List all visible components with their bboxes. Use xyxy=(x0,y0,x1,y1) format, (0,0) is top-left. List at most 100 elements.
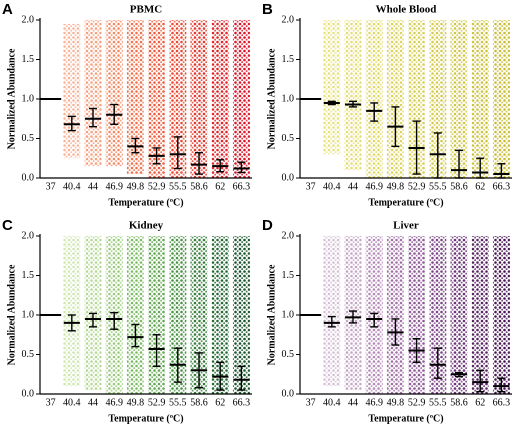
x-tick-label: 44 xyxy=(348,181,358,192)
point-cloud xyxy=(190,236,208,394)
y-tick-label: 1.5 xyxy=(22,270,35,281)
x-tick-label: 37 xyxy=(306,181,316,192)
point-cloud xyxy=(471,236,489,394)
x-tick-label: 58.6 xyxy=(450,181,468,192)
y-tick-label: 0.5 xyxy=(22,133,35,144)
panel: B Whole Blood Normalized Abundance Temperat… xyxy=(262,1,512,208)
x-tick-label: 66.3 xyxy=(233,181,251,192)
x-tick-label: 40.4 xyxy=(323,181,341,192)
x-tick-label: 62 xyxy=(475,397,485,408)
y-tick-label: 0.0 xyxy=(22,388,35,399)
point-cloud xyxy=(211,236,229,394)
y-tick-label: 0.5 xyxy=(22,349,35,360)
x-tick-label: 46.9 xyxy=(105,181,123,192)
x-tick-label: 52.9 xyxy=(408,181,426,192)
y-axis-label: Normalized Abundance xyxy=(6,48,17,149)
point-cloud xyxy=(126,236,144,394)
y-tick-label: 1.0 xyxy=(282,93,295,104)
point-cloud xyxy=(429,20,447,178)
point-cloud xyxy=(492,20,510,178)
point-cloud xyxy=(323,236,341,387)
panel: A PBMC Normalized Abundance Temperature (ºC… xyxy=(2,1,252,208)
x-tick-label: 62 xyxy=(475,181,485,192)
point-cloud xyxy=(63,23,81,159)
y-tick-label: 1.5 xyxy=(282,54,295,65)
x-tick-label: 40.4 xyxy=(63,181,81,192)
point-cloud xyxy=(386,20,404,178)
y-tick-label: 0.5 xyxy=(282,133,295,144)
y-tick-label: 2.0 xyxy=(22,230,35,241)
x-tick-label: 58.6 xyxy=(190,397,208,408)
point-cloud xyxy=(450,236,468,394)
point-cloud xyxy=(63,236,81,387)
y-axis-label: Normalized Abundance xyxy=(266,48,277,149)
x-tick-label: 49.8 xyxy=(387,397,405,408)
x-tick-label: 40.4 xyxy=(323,397,341,408)
x-tick-label: 52.9 xyxy=(148,397,166,408)
x-tick-label: 46.9 xyxy=(365,397,383,408)
x-tick-label: 55.5 xyxy=(429,397,447,408)
point-cloud xyxy=(386,236,404,394)
point-cloud xyxy=(148,236,166,394)
point-cloud xyxy=(232,20,250,178)
point-cloud xyxy=(408,236,426,394)
point-cloud xyxy=(365,20,383,178)
panel-title: Liver xyxy=(393,220,419,232)
x-tick-label: 58.6 xyxy=(450,397,468,408)
y-axis-label: Normalized Abundance xyxy=(266,264,277,365)
x-axis-label: Temperature (ºC) xyxy=(108,413,183,424)
panel-title: Whole Blood xyxy=(376,4,437,16)
x-tick-label: 44 xyxy=(88,181,98,192)
x-tick-label: 52.9 xyxy=(408,397,426,408)
point-cloud xyxy=(169,236,187,394)
y-axis-label: Normalized Abundance xyxy=(6,264,17,365)
x-tick-label: 46.9 xyxy=(105,397,123,408)
x-tick-label: 49.8 xyxy=(127,397,145,408)
panel-letter: C xyxy=(2,217,13,234)
panel: C Kidney Normalized Abundance Temperature (… xyxy=(2,217,252,424)
point-cloud xyxy=(232,236,250,394)
y-tick-label: 2.0 xyxy=(282,230,295,241)
point-cloud xyxy=(105,20,123,167)
panel-letter: D xyxy=(262,217,273,234)
x-tick-label: 66.3 xyxy=(493,181,511,192)
point-cloud xyxy=(492,236,510,394)
x-tick-label: 66.3 xyxy=(233,397,251,408)
x-tick-label: 37 xyxy=(46,181,56,192)
x-tick-label: 55.5 xyxy=(169,181,187,192)
point-cloud xyxy=(126,20,144,175)
point-cloud xyxy=(471,20,489,178)
y-tick-label: 0.0 xyxy=(282,388,295,399)
panel-title: Kidney xyxy=(129,220,164,232)
point-cloud xyxy=(211,20,229,178)
point-cloud xyxy=(84,20,102,167)
y-tick-label: 1.5 xyxy=(22,54,35,65)
x-axis-label: Temperature (ºC) xyxy=(108,197,183,208)
x-tick-label: 52.9 xyxy=(148,181,166,192)
y-tick-label: 1.0 xyxy=(282,309,295,320)
x-tick-label: 55.5 xyxy=(429,181,447,192)
y-tick-label: 2.0 xyxy=(22,14,35,25)
x-tick-label: 62 xyxy=(215,397,225,408)
point-cloud xyxy=(169,20,187,178)
point-cloud xyxy=(429,236,447,394)
x-tick-label: 66.3 xyxy=(493,397,511,408)
point-cloud xyxy=(344,20,362,171)
y-tick-label: 0.5 xyxy=(282,349,295,360)
x-axis-label: Temperature (ºC) xyxy=(368,197,443,208)
x-tick-label: 55.5 xyxy=(169,397,187,408)
y-tick-label: 2.0 xyxy=(282,14,295,25)
x-tick-label: 62 xyxy=(215,181,225,192)
point-cloud xyxy=(450,20,468,178)
x-tick-label: 49.8 xyxy=(387,181,405,192)
point-cloud xyxy=(148,20,166,178)
panel-letter: B xyxy=(262,1,273,18)
y-tick-label: 1.5 xyxy=(282,270,295,281)
x-tick-label: 44 xyxy=(88,397,98,408)
x-tick-label: 37 xyxy=(46,397,56,408)
y-tick-label: 0.0 xyxy=(282,172,295,183)
x-tick-label: 49.8 xyxy=(127,181,145,192)
panel-title: PBMC xyxy=(130,4,162,16)
y-tick-label: 1.0 xyxy=(22,93,35,104)
